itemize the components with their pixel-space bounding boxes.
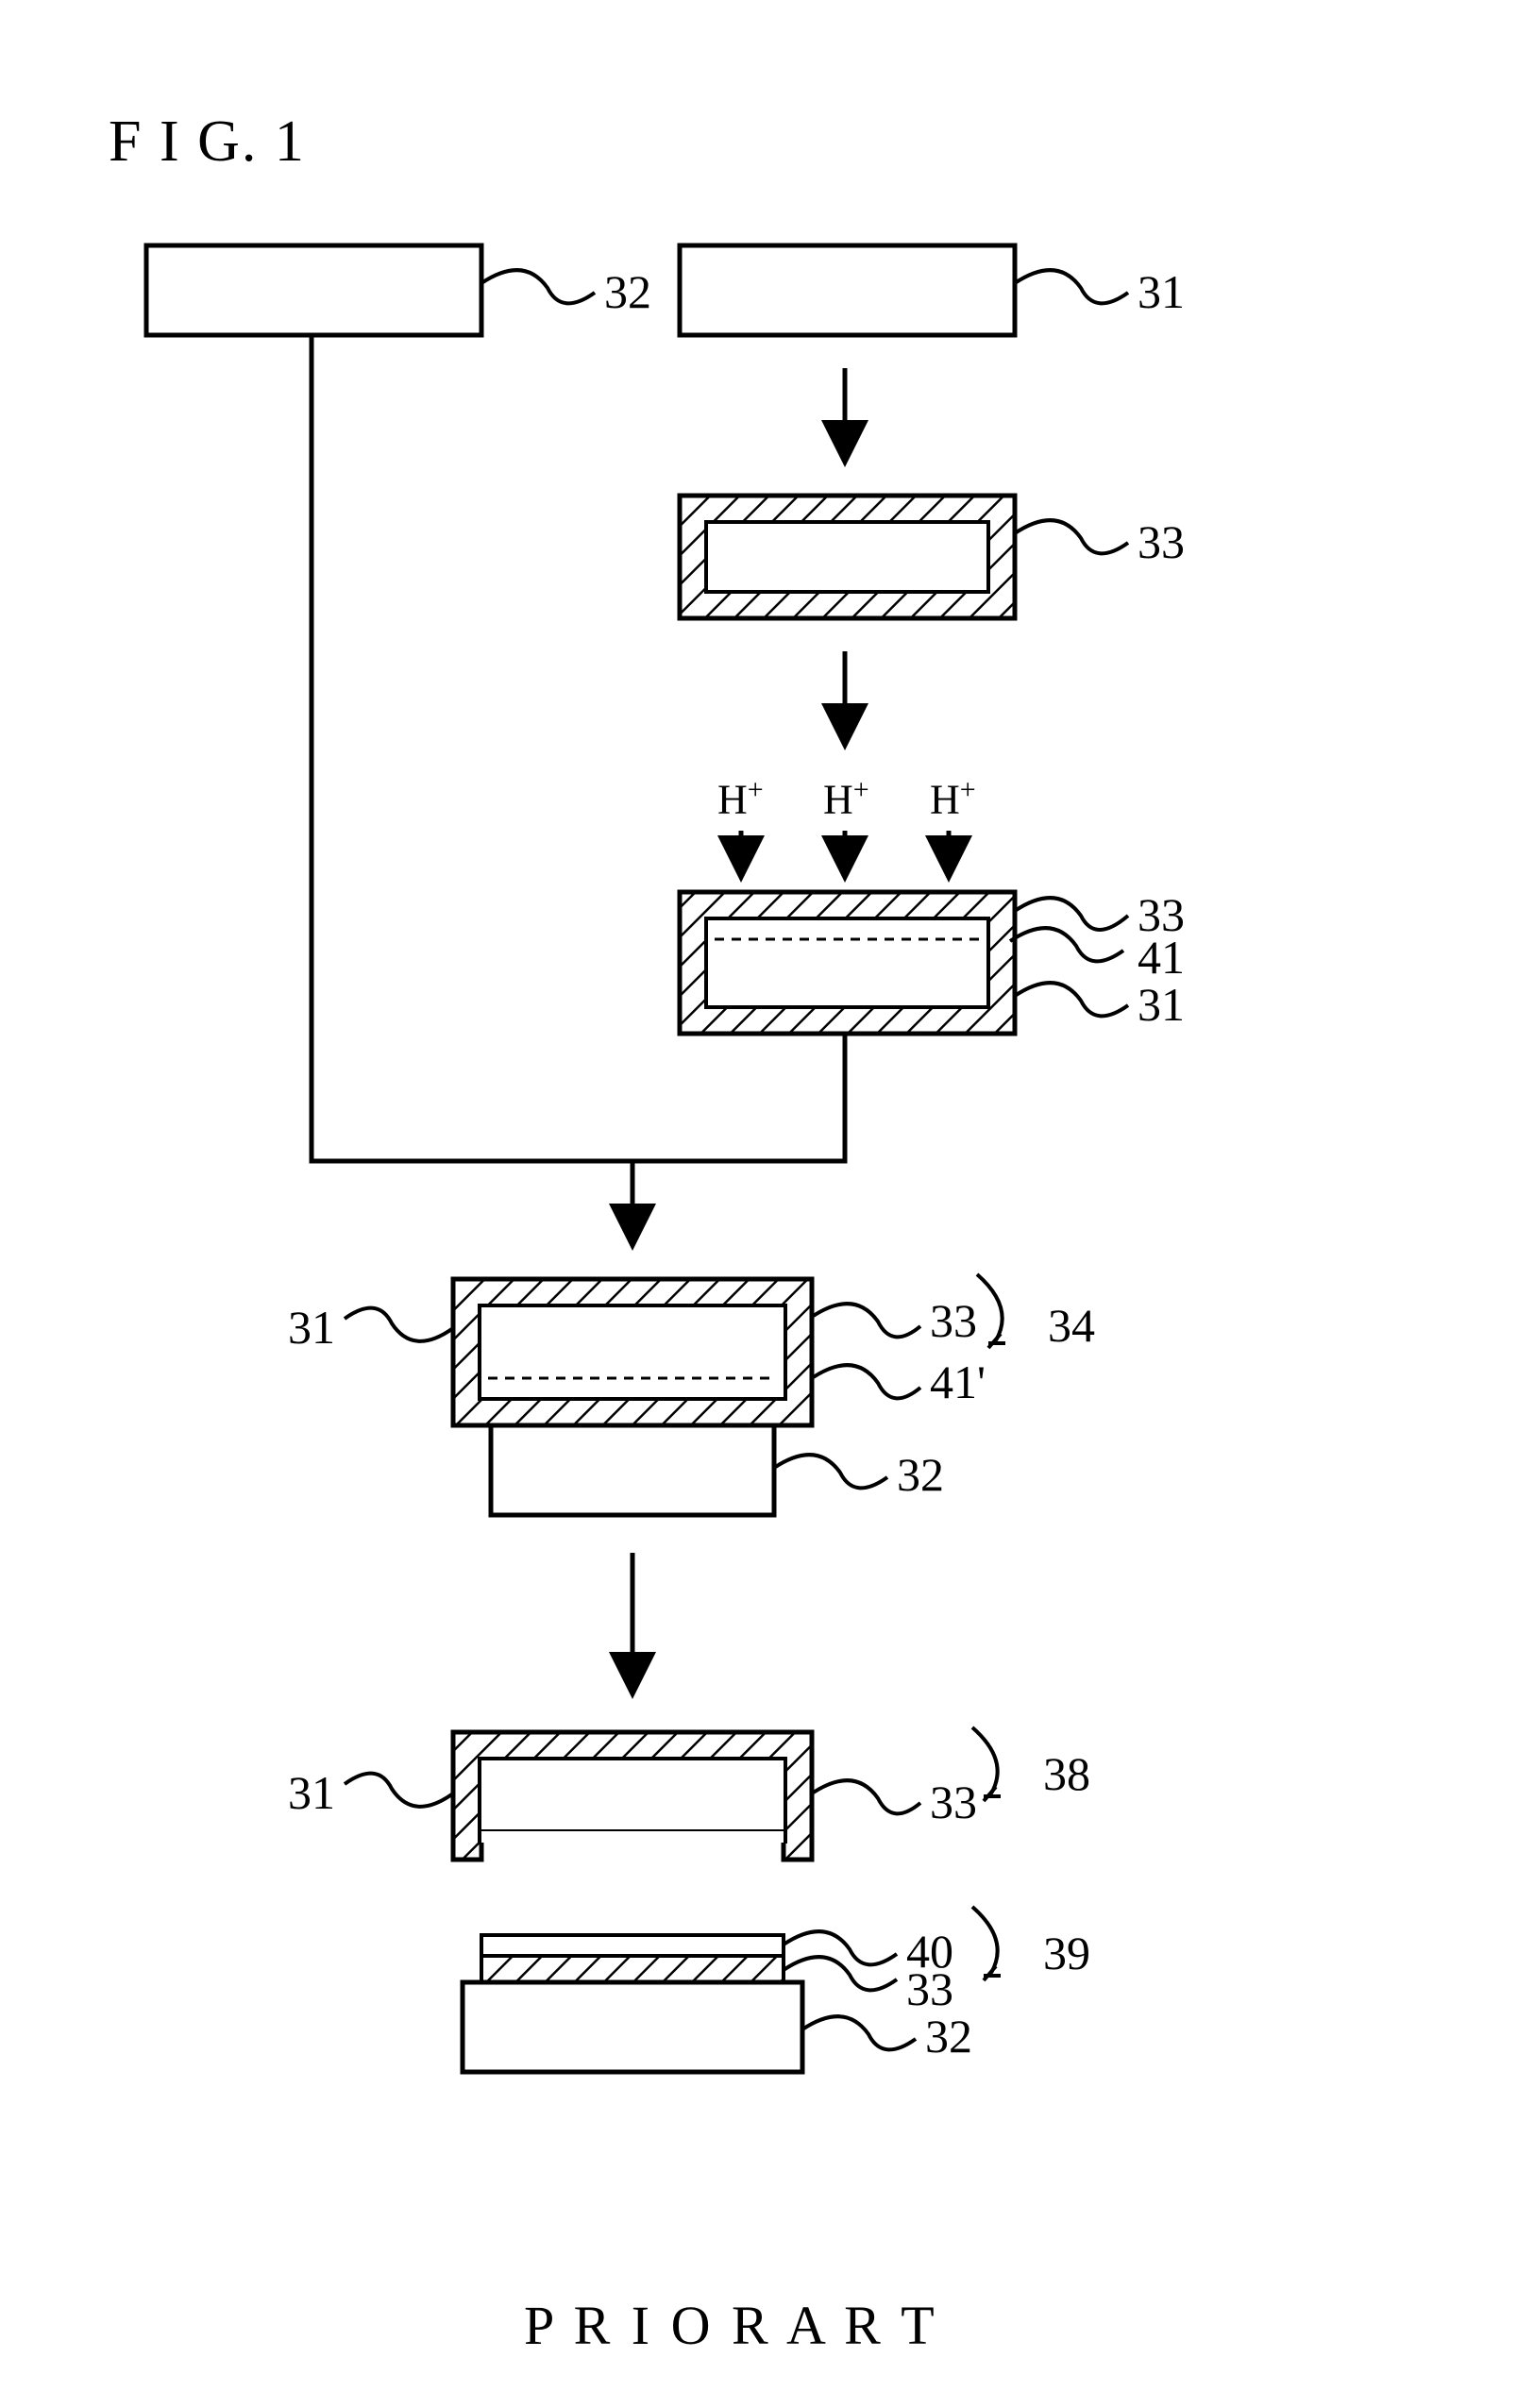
label-33-mid: 33 — [1138, 514, 1185, 569]
label-33-stack: 33 — [930, 1293, 977, 1348]
label-34: 34 — [1048, 1298, 1095, 1353]
box-33-hatched — [680, 496, 1128, 618]
label-31-ion: 31 — [1138, 977, 1185, 1032]
label-32-final: 32 — [925, 2009, 972, 2063]
ion-arrows — [741, 831, 949, 878]
box-ion-implant — [680, 892, 1128, 1034]
line-32-down — [312, 335, 632, 1161]
box-32-top — [146, 245, 595, 335]
box-31-top — [680, 245, 1128, 335]
footer-text: P R I O R A R T — [524, 2294, 938, 2357]
ion-label-1: H+ — [717, 774, 764, 824]
line-ion-down — [632, 1034, 845, 1161]
label-31-top: 31 — [1138, 264, 1185, 319]
figure-title: F I G. 1 — [109, 109, 306, 176]
ion-label-3: H+ — [930, 774, 976, 824]
label-38: 38 — [1043, 1746, 1090, 1801]
label-32-top: 32 — [604, 264, 651, 319]
label-41p: 41' — [930, 1355, 986, 1409]
final-top-piece — [345, 1727, 1001, 1860]
diagram-svg — [0, 0, 1534, 2408]
ion-label-2: H+ — [823, 774, 869, 824]
label-39: 39 — [1043, 1926, 1090, 1980]
label-31-final: 31 — [288, 1765, 335, 1820]
label-32-stack: 32 — [897, 1447, 944, 1502]
label-31-stack: 31 — [288, 1300, 335, 1355]
label-33-final-top: 33 — [930, 1775, 977, 1829]
